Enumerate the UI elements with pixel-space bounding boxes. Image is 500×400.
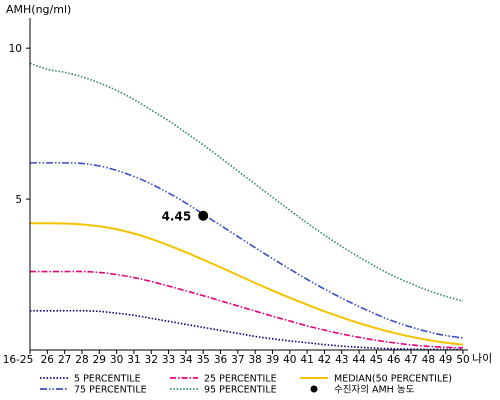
x-tick-label: 42 [318, 354, 331, 366]
legend: 5 PERCENTILE 25 PERCENTILE MEDIAN(50 PERCE… [40, 374, 452, 396]
series-line-95-percentile [29, 62, 464, 302]
x-tick-label: 49 [439, 354, 452, 366]
x-tick-label: 40 [283, 354, 296, 366]
legend-label: 수진자의 AMH 농도 [334, 385, 415, 396]
legend-label: 25 PERCENTILE [204, 374, 277, 385]
x-tick-label: 43 [335, 354, 348, 366]
x-tick-label: 48 [422, 354, 435, 366]
x-tick-label: 38 [248, 354, 261, 366]
series-line-75-percentile [29, 162, 464, 339]
x-tick-label: 27 [58, 354, 71, 366]
y-tick-label: 5 [15, 194, 22, 206]
series-line-25-percentile [30, 270, 464, 349]
x-tick-label: 26 [41, 354, 55, 366]
x-tick-label: 32 [145, 354, 158, 366]
x-tick-label: 41 [300, 354, 313, 366]
x-tick-label: 16-25 [3, 354, 34, 366]
x-tick-label: 33 [162, 354, 175, 366]
legend-marker-patient [310, 385, 318, 393]
patient-amh-point [198, 210, 209, 221]
x-tick-label: 28 [75, 354, 88, 366]
series-line-median-50-percentile [29, 222, 464, 346]
x-tick-label: 29 [93, 354, 106, 366]
x-tick-label: 46 [387, 354, 401, 366]
y-axis-title: AMH(ng/ml) [6, 3, 71, 16]
x-tick-label: 50 [456, 354, 469, 366]
x-tick-label: 36 [214, 354, 228, 366]
legend-label: MEDIAN(50 PERCENTILE) [334, 374, 452, 385]
x-tick-label: 35 [197, 354, 210, 366]
legend-label: 75 PERCENTILE [74, 385, 147, 396]
patient-amh-value-label: 4.45 [162, 210, 192, 224]
x-tick-label: 34 [179, 354, 193, 366]
x-tick-label: 30 [110, 354, 123, 366]
axes: 5 10 16-25 26 27 28 29 30 31 32 33 34 35 36 37 38 39 40 41… [3, 18, 470, 366]
legend-label: 95 PERCENTILE [204, 385, 277, 396]
x-tick-label: 37 [231, 354, 244, 366]
legend-label: 5 PERCENTILE [74, 374, 141, 385]
x-tick-label: 31 [127, 354, 140, 366]
x-axis-title: 나이 [472, 352, 492, 365]
x-tick-label: 47 [404, 354, 417, 366]
y-tick-label: 10 [9, 43, 22, 55]
x-tick-label: 45 [370, 354, 383, 366]
x-tick-label: 44 [352, 354, 366, 366]
series-line-5-percentile [30, 309, 463, 351]
plot-area: 4.45 [29, 62, 464, 351]
x-tick-label: 39 [266, 354, 279, 366]
